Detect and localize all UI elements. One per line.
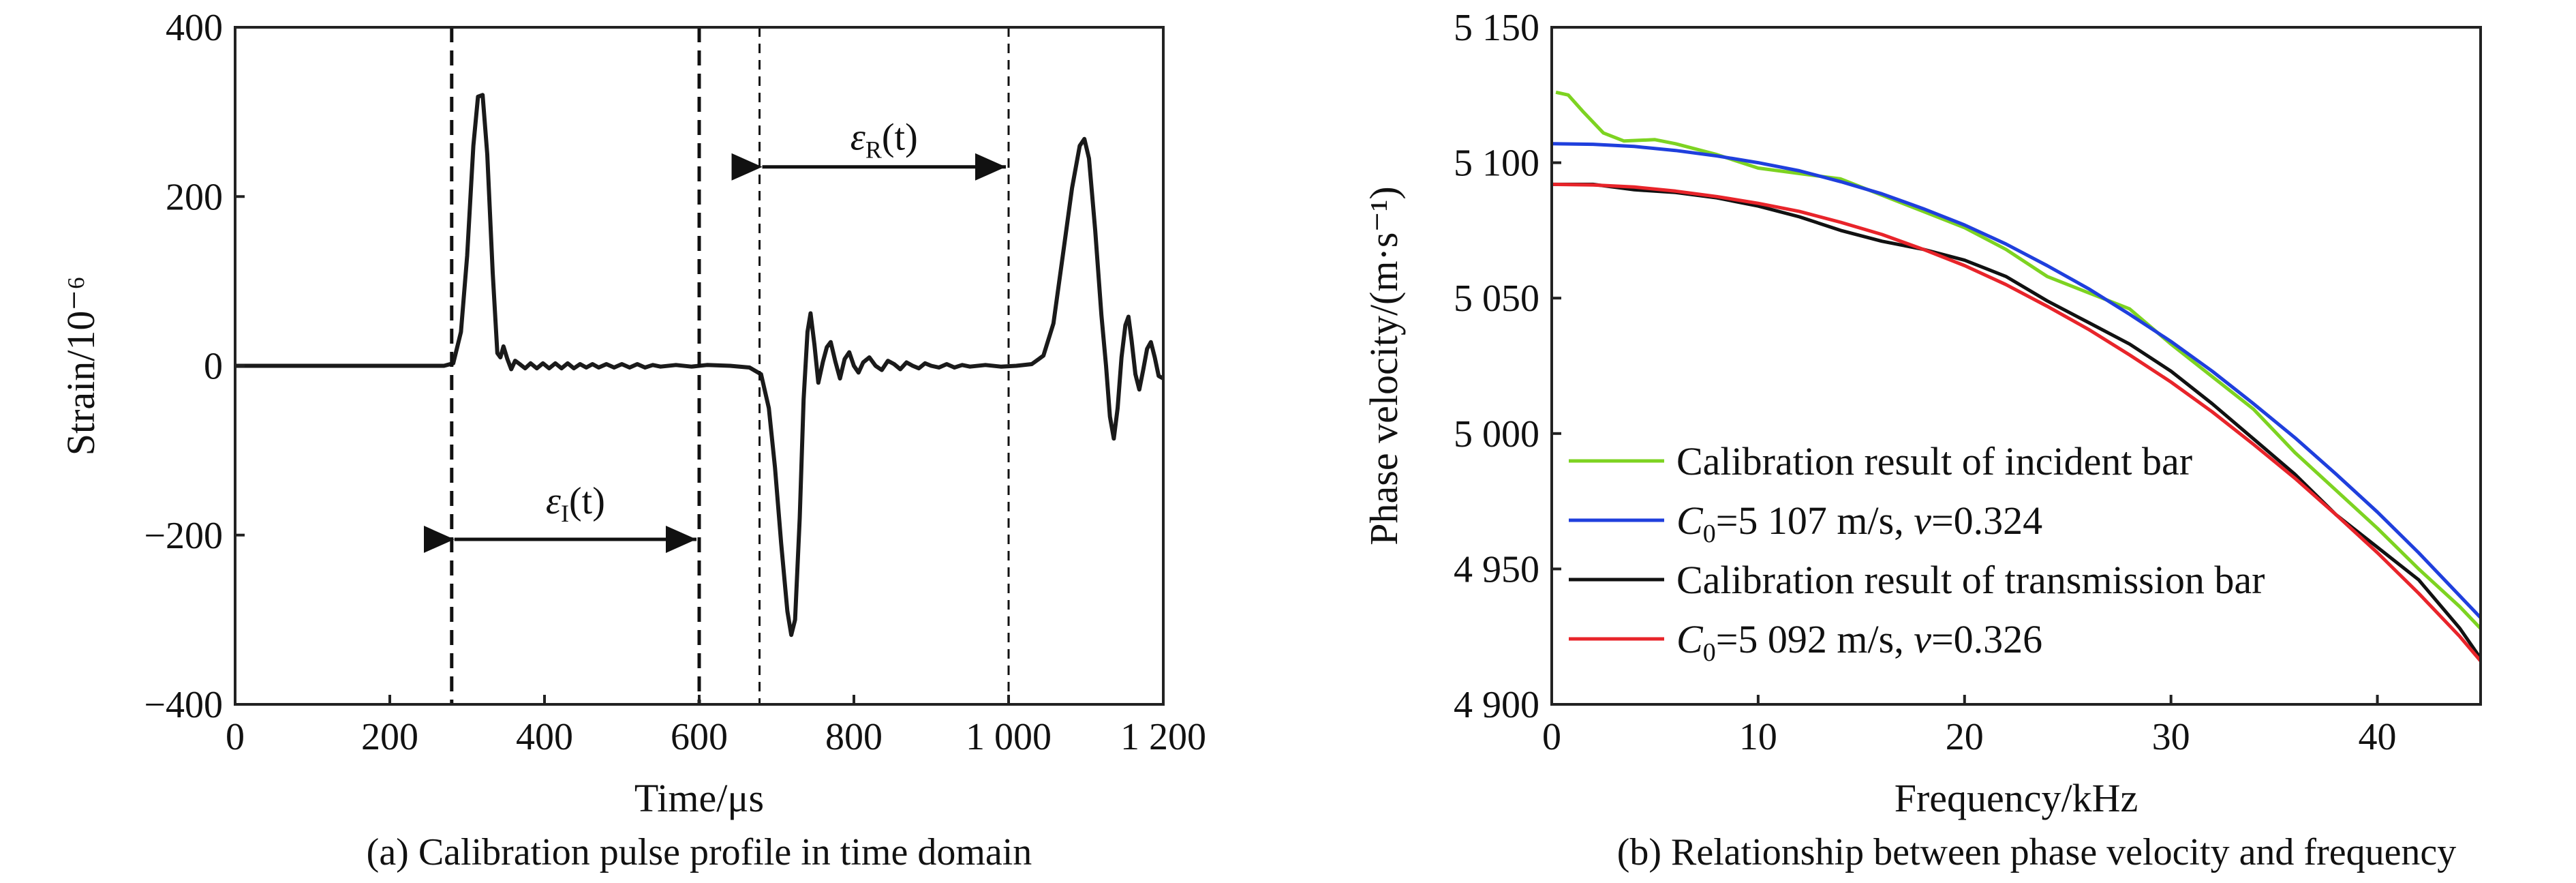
- y-tick-label-a: 200: [166, 176, 223, 218]
- x-tick-label-b: 0: [1542, 716, 1561, 758]
- x-tick-label-b: 10: [1739, 716, 1777, 758]
- y-tick-label-a: 400: [166, 7, 223, 49]
- phase-velocity-series-1: [1555, 90, 2481, 630]
- x-tick-label-a: 0: [226, 716, 245, 758]
- x-tick-label-a: 1 200: [1120, 716, 1206, 758]
- x-tick-label-a: 600: [671, 716, 728, 758]
- legend-label: C0=5 092 m/s, ν=0.326: [1676, 617, 2042, 667]
- legend: Calibration result of incident bar C0=5 1…: [1569, 439, 2265, 667]
- x-axis-label-b: Frequency/kHz: [1895, 776, 2138, 820]
- y-tick-label-b: 5 050: [1454, 278, 1539, 320]
- y-tick-label-b: 5 100: [1454, 143, 1539, 185]
- y-tick-label-a: −400: [144, 684, 223, 726]
- x-tick-label-b: 30: [2152, 716, 2190, 758]
- arrow-label: εR(t): [850, 116, 918, 163]
- x-tick-label-a: 400: [516, 716, 573, 758]
- caption-a: (a) Calibration pulse profile in time do…: [367, 831, 1032, 873]
- phase-velocity-series-2: [1552, 142, 2481, 619]
- legend-label: Calibration result of transmission bar: [1676, 558, 2265, 602]
- y-axis-label-a: Strain/10⁻⁶: [59, 276, 103, 456]
- arrow-label: εI(t): [546, 480, 605, 527]
- x-axis-label-a: Time/μs: [634, 776, 764, 820]
- strain-series-line: [235, 93, 1165, 638]
- y-tick-label-b: 4 900: [1454, 684, 1539, 726]
- x-tick-label-a: 800: [825, 716, 883, 758]
- plot-frame-b: [1550, 26, 2482, 706]
- phase-velocity-series-4: [1552, 182, 2481, 663]
- x-tick-label-a: 1 000: [966, 716, 1052, 758]
- x-tick-label-b: 40: [2359, 716, 2397, 758]
- y-tick-label-a: 0: [204, 346, 223, 388]
- legend-label: C0=5 107 m/s, ν=0.324: [1676, 498, 2042, 548]
- y-tick-label-b: 5 150: [1454, 7, 1539, 49]
- y-tick-label-b: 5 000: [1454, 413, 1539, 455]
- legend-label: Calibration result of incident bar: [1676, 439, 2192, 483]
- x-tick-label-a: 200: [361, 716, 418, 758]
- caption-b: (b) Relationship between phase velocity …: [1617, 831, 2457, 873]
- y-axis-label-b: Phase velocity/(m·s⁻¹): [1362, 186, 1406, 545]
- x-tick-label-b: 20: [1946, 716, 1984, 758]
- chart-a: εI(t) εR(t) 0 200 400 600 800 1 000 1 200 −400 −2…: [59, 7, 1206, 873]
- y-tick-label-a: −200: [144, 515, 223, 557]
- y-tick-label-b: 4 950: [1454, 548, 1539, 590]
